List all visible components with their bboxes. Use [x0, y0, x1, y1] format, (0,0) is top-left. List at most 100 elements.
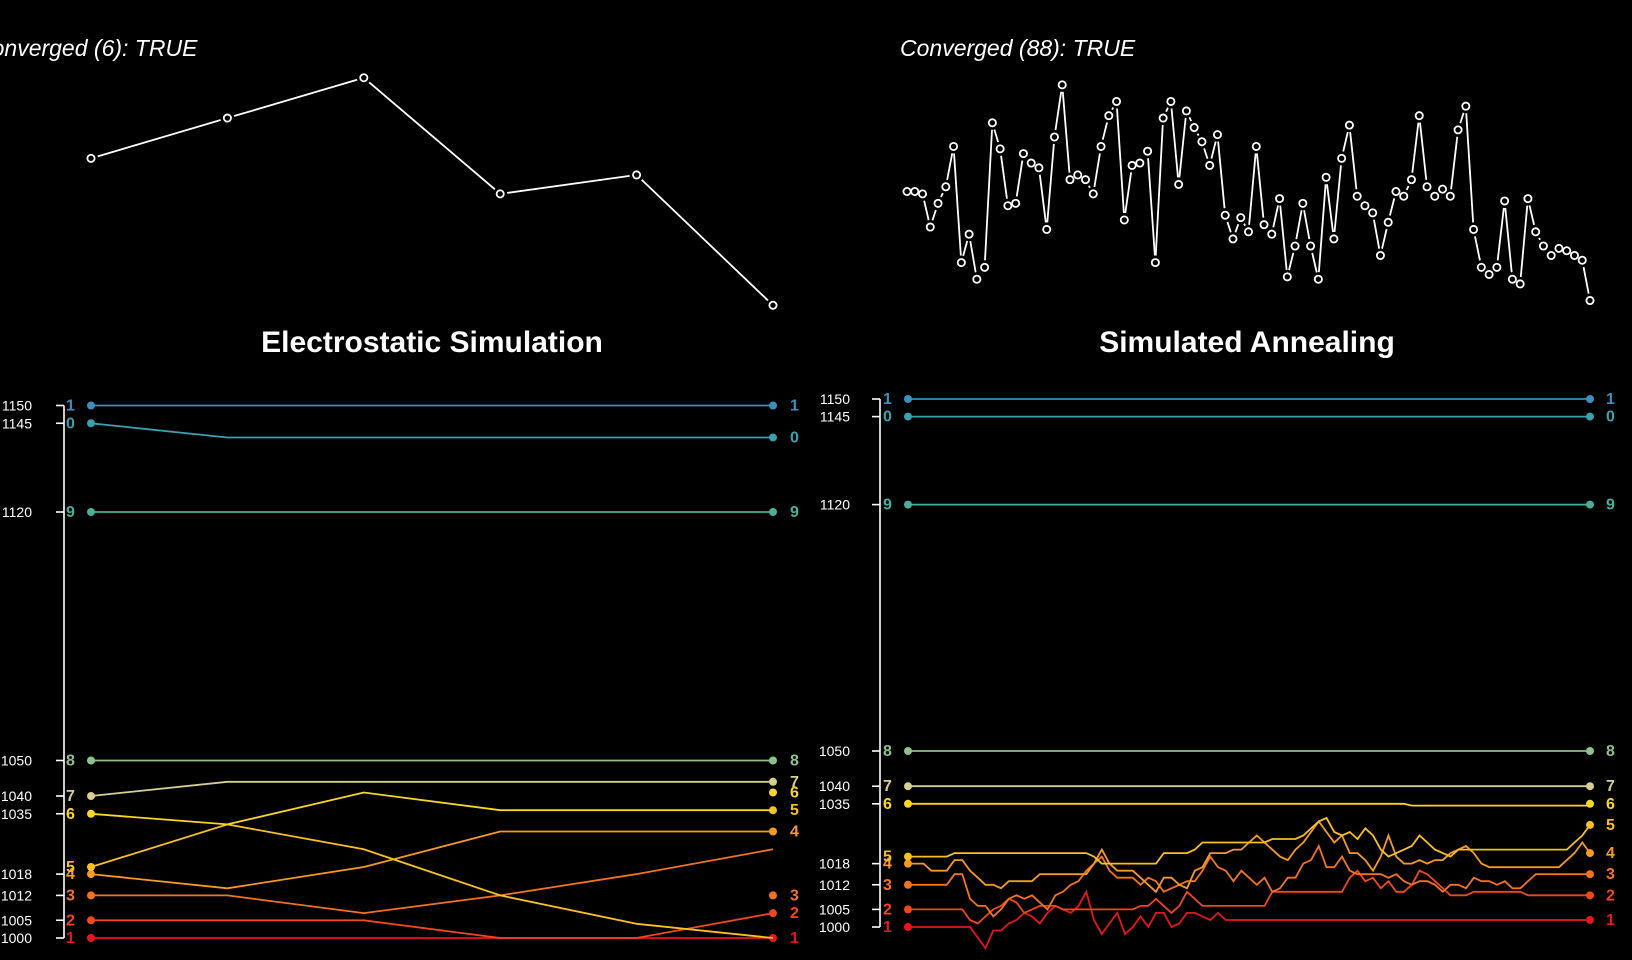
convergence-segment	[1210, 141, 1217, 159]
convergence-segment	[1061, 91, 1071, 173]
series-start-point	[87, 809, 95, 818]
convergence-segment	[1419, 122, 1428, 180]
series-end-point	[1586, 782, 1594, 791]
convergence-point	[1065, 175, 1075, 185]
convergence-point	[1112, 96, 1122, 106]
series-label-left: 8	[883, 743, 892, 760]
y-tick-label: 1120	[820, 497, 850, 513]
convergence-point	[1197, 137, 1207, 147]
series-label-left: 8	[66, 753, 75, 770]
convergence-segment	[1303, 210, 1311, 240]
series-start-point	[904, 412, 912, 421]
y-tick-label: 1145	[2, 415, 32, 431]
y-tick-label: 1035	[1, 806, 32, 822]
convergence-point	[1290, 241, 1300, 251]
series-end-point	[1586, 891, 1594, 900]
series-label-right: 7	[790, 774, 799, 791]
convergence-segment	[993, 129, 1000, 143]
convergence-point	[941, 182, 951, 192]
convergence-point	[1275, 194, 1285, 204]
convergence-segment	[1582, 266, 1590, 294]
convergence-point	[1562, 246, 1572, 256]
convergence-segment	[1147, 158, 1156, 256]
series-start-point	[87, 934, 95, 942]
series-label-right: 6	[1606, 796, 1615, 813]
convergence-point	[768, 300, 778, 310]
convergence-segment	[1196, 133, 1200, 137]
y-tick-label: 1018	[1, 866, 32, 882]
series-label-right: 1	[790, 930, 799, 947]
series-start-point	[87, 891, 95, 900]
series-end-point	[1586, 820, 1594, 829]
convergence-segment	[1504, 207, 1513, 273]
series-line-6	[908, 802, 1590, 807]
convergence-point	[1500, 196, 1510, 206]
convergence-point	[1135, 158, 1145, 168]
series-label-right: 8	[1606, 743, 1615, 760]
series-line-6	[90, 791, 773, 826]
convergence-point	[1228, 234, 1238, 244]
series-label-left: 1	[883, 391, 892, 408]
converged-label-left: Converged (6): TRUE	[0, 35, 198, 61]
series-label-left: 3	[883, 877, 892, 894]
convergence-point	[910, 186, 920, 196]
convergence-point	[1445, 191, 1455, 201]
convergence-segment	[641, 179, 769, 302]
convergence-segment	[1450, 136, 1459, 190]
convergence-point	[1484, 269, 1494, 279]
series-label-left: 4	[883, 856, 892, 873]
convergence-point	[1352, 191, 1362, 201]
series-start-point	[904, 880, 912, 889]
convergence-point	[1531, 227, 1541, 237]
convergence-point	[1515, 279, 1525, 289]
series-end-point	[769, 508, 777, 516]
convergence-point	[1189, 123, 1199, 133]
y-tick-label: 1005	[819, 901, 850, 917]
series-label-left: 5	[883, 849, 892, 866]
panel-electrostatic: Converged (6): TRUE Electrostatic Simula…	[0, 35, 799, 947]
convergence-point	[1321, 172, 1331, 182]
series-end-point	[1586, 412, 1594, 421]
convergence-segment	[1349, 132, 1358, 190]
convergence-segment	[1046, 143, 1055, 223]
convergence-point	[1049, 132, 1059, 142]
convergence-segment	[1015, 160, 1024, 197]
convergence-point	[1375, 250, 1385, 260]
convergence-point	[1259, 220, 1269, 230]
series-label-left: 9	[66, 504, 75, 521]
convergence-point	[1492, 262, 1502, 272]
series-label-right: 3	[790, 887, 799, 904]
convergence-segment	[1234, 223, 1240, 233]
series-label-right: 2	[1606, 887, 1615, 904]
convergence-point	[1057, 80, 1067, 90]
convergence-point	[995, 144, 1005, 154]
convergence-segment	[1203, 148, 1209, 160]
convergence-segment	[1000, 155, 1008, 199]
convergence-point	[1104, 111, 1114, 121]
convergence-point	[1298, 198, 1308, 208]
convergence-segment	[1405, 185, 1410, 191]
convergence-segment	[1496, 207, 1505, 261]
convergence-segment	[1295, 210, 1303, 240]
convergence-point	[1438, 184, 1448, 194]
convergence-segment	[1226, 221, 1232, 233]
y-tick-label: 1012	[1, 887, 32, 903]
convergence-point	[1181, 106, 1191, 116]
y-axis-right: 1000 1005 1012 1018 1035 1040 1050 1120 1145 1150	[819, 391, 881, 935]
series-line-3	[91, 848, 774, 915]
convergence-segment	[1088, 185, 1091, 189]
y-tick-label: 1145	[820, 409, 850, 425]
convergence-segment	[1528, 205, 1535, 226]
series-label-left: 0	[66, 415, 75, 432]
convergence-segment	[1217, 141, 1226, 209]
convergence-point	[1523, 194, 1533, 204]
series-start-point	[904, 852, 912, 861]
convergence-segment	[1165, 107, 1169, 113]
convergence-segment	[1474, 236, 1481, 261]
convergence-point	[1430, 191, 1440, 201]
series-end-point	[769, 909, 777, 918]
series-label-right: 2	[790, 905, 799, 922]
series-end-point	[1586, 870, 1594, 879]
convergence-point	[1205, 160, 1215, 170]
series-line-0	[90, 422, 773, 439]
